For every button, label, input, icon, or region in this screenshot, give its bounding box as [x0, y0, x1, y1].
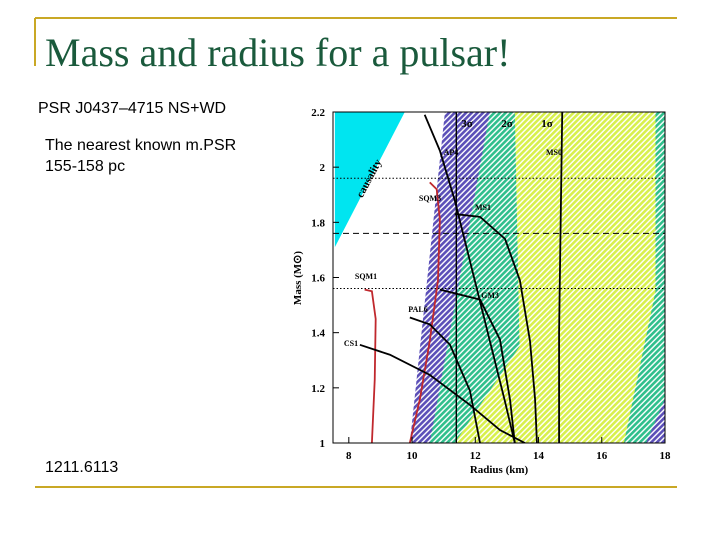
eos-curve: [423, 114, 516, 443]
curve-label: SQM3: [419, 194, 441, 203]
y-axis-label: Mass (M⊙): [292, 251, 304, 305]
y-tick-label: 1.6: [311, 273, 325, 285]
curve-label: MS1: [475, 203, 491, 212]
curve-label: SQM1: [355, 272, 377, 281]
x-tick-label: 18: [660, 450, 672, 462]
x-tick-label: 14: [533, 450, 545, 462]
confidence-region: [454, 112, 656, 443]
causality-region: [334, 112, 405, 248]
text-line: 1211.6113: [45, 459, 118, 476]
y-tick-label: 1: [320, 438, 326, 450]
x-tick-label: 12: [470, 450, 482, 462]
x-axis-label: Radius (km): [470, 464, 529, 476]
eos-curve: [359, 343, 526, 443]
region-label: 3σ: [461, 118, 473, 130]
y-tick-label: 1.4: [311, 328, 325, 340]
eos-curve: [454, 213, 538, 443]
curve-label: CS1: [344, 339, 358, 348]
slide-title: Mass and radius for a pulsar!: [45, 30, 510, 75]
region-label: 1σ: [541, 118, 553, 130]
eos-curve: [364, 288, 377, 443]
curve-label: GM3: [481, 291, 499, 300]
curve-label: MS0: [546, 148, 562, 157]
y-tick-label: 2: [320, 162, 326, 174]
text-line: 155-158 pc: [45, 158, 125, 175]
text-line: PSR J0437–4715 NS+WD: [38, 100, 226, 117]
x-tick-label: 8: [346, 450, 352, 462]
y-tick-label: 2.2: [311, 107, 325, 119]
curve-label: AP4: [444, 148, 459, 157]
eos-curve: [558, 112, 564, 443]
region-label: 2σ: [501, 118, 513, 130]
curve-label: PAL6: [408, 305, 427, 314]
x-tick-label: 10: [407, 450, 419, 462]
y-tick-label: 1.8: [311, 217, 325, 229]
plot-area: [333, 112, 665, 443]
text-line: The nearest known m.PSR: [45, 137, 236, 154]
eos-curve: [408, 181, 441, 443]
y-tick-label: 1.2: [311, 383, 325, 395]
x-tick-label: 16: [596, 450, 608, 462]
eos-curve: [439, 288, 516, 443]
